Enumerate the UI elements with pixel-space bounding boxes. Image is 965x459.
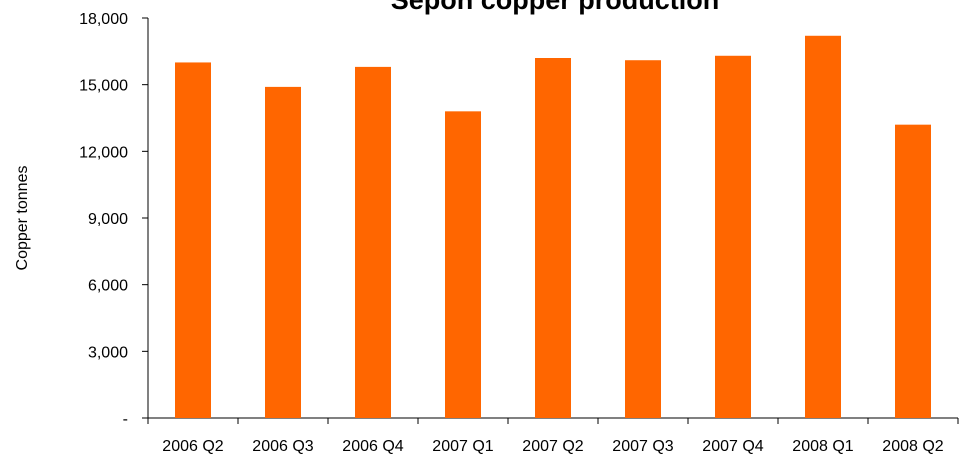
bar [445,111,481,418]
x-tick-label: 2006 Q4 [342,438,403,455]
bar [535,58,571,418]
x-tick-label: 2007 Q4 [702,438,763,455]
y-axis-label: Copper tonnes [14,166,31,271]
chart-title: Sepon copper production [391,0,720,15]
bar [175,62,211,418]
bar [805,35,841,419]
y-tick-label: 9,000 [88,211,128,228]
x-tick-label: 2007 Q2 [522,438,583,455]
x-tick-label: 2007 Q3 [612,438,673,455]
y-tick-label: 3,000 [88,344,128,361]
y-tick-label: - [123,411,128,428]
x-tick-label: 2008 Q2 [882,438,943,455]
x-tick-label: 2008 Q1 [792,438,853,455]
bar [895,124,931,419]
y-tick-label: 6,000 [88,278,128,295]
y-tick-label: 12,000 [79,144,128,161]
y-tick-label: 18,000 [79,11,128,28]
x-tick-label: 2006 Q3 [252,438,313,455]
y-tick-label: 15,000 [79,78,128,95]
x-tick-label: 2006 Q2 [162,438,223,455]
x-tick-label: 2007 Q1 [432,438,493,455]
bar [355,66,391,418]
bar [625,60,661,418]
bar [715,55,751,419]
bar [265,86,301,418]
